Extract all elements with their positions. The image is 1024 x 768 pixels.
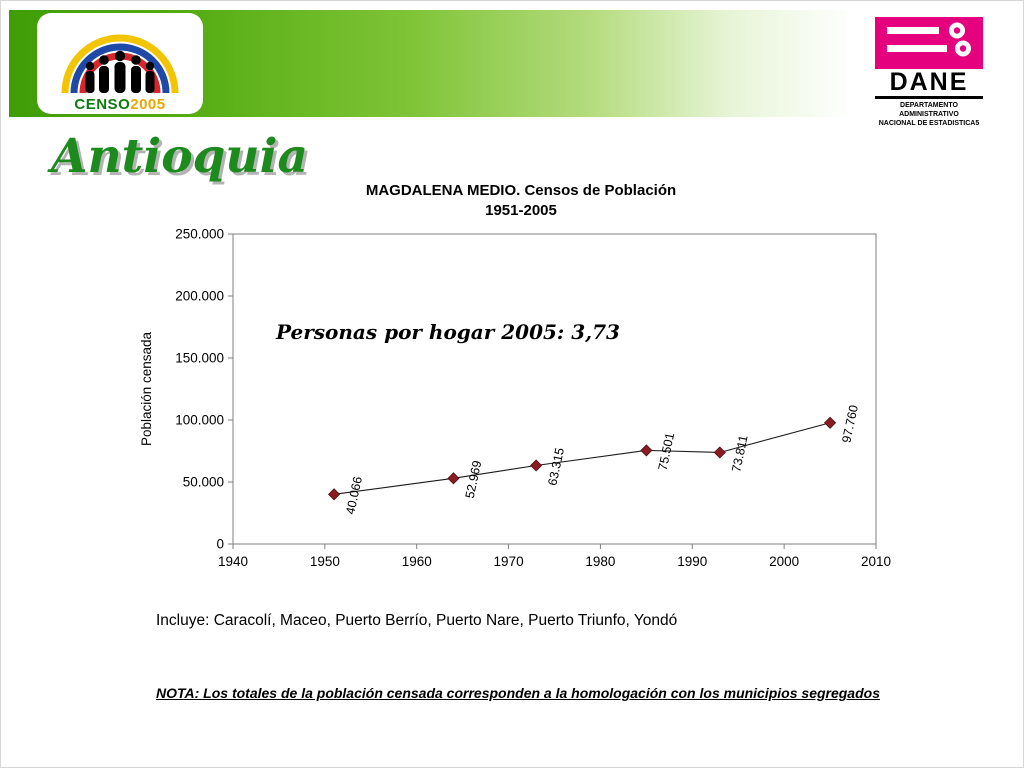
chart-annotation: Personas por hogar 2005: 3,73 <box>275 320 620 344</box>
population-chart: MAGDALENA MEDIO. Censos de Población 1951… <box>139 182 891 569</box>
x-tick-label: 1970 <box>494 554 524 569</box>
flag-arc-yellow <box>61 34 179 94</box>
dane-logo-rule <box>875 96 983 100</box>
x-tick-label: 2010 <box>861 554 891 569</box>
censo-logo-wordmark: CENSO2005 <box>37 96 203 113</box>
includes-text: Incluye: Caracolí, Maceo, Puerto Berrío,… <box>156 612 678 629</box>
data-point-marker <box>824 416 837 429</box>
x-tick-label: 2000 <box>769 554 799 569</box>
data-point-marker <box>530 459 543 472</box>
header-banner: CENSO2005 <box>9 10 1015 117</box>
y-tick-label: 150.000 <box>175 351 224 366</box>
censo-logo-year: 2005 <box>130 96 166 113</box>
flag-arc-blue <box>70 43 170 94</box>
y-axis-title: Población censada <box>139 331 154 446</box>
data-point-marker <box>713 446 726 459</box>
dane-logo-department: DEPARTAMENTO ADMINISTRATIVO NACIONAL DE … <box>873 101 985 128</box>
x-tick-label: 1950 <box>310 554 340 569</box>
series-line <box>333 422 831 495</box>
family-silhouette-icon <box>85 50 155 93</box>
note-text: NOTA: Los totales de la población censad… <box>156 685 880 701</box>
data-point-marker <box>327 488 341 501</box>
dane-dept-line1: DEPARTAMENTO ADMINISTRATIVO <box>899 102 959 119</box>
censo-2005-logo: CENSO2005 <box>37 13 203 114</box>
dane-dept-line2: NACIONAL DE ESTADISTICA5 <box>878 120 980 128</box>
x-tick-label: 1940 <box>218 554 248 569</box>
chart-subtitle: 1951-2005 <box>485 202 557 219</box>
x-tick-label: 1980 <box>585 554 615 569</box>
dane-logo: DANE DEPARTAMENTO ADMINISTRATIVO NACIONA… <box>873 17 985 129</box>
data-point-marker <box>447 472 460 485</box>
y-tick-label: 50.000 <box>183 475 224 490</box>
dane-logo-name: DANE <box>889 68 969 96</box>
x-tick-label: 1960 <box>402 554 432 569</box>
x-tick-label: 1990 <box>677 554 707 569</box>
y-tick-label: 100.000 <box>175 413 224 428</box>
censo-logo-art <box>61 34 179 94</box>
page-title: Antioquia <box>51 129 308 184</box>
chart-title: MAGDALENA MEDIO. Censos de Población <box>366 182 676 199</box>
y-tick-label: 200.000 <box>175 289 224 304</box>
censo-logo-text: CENSO <box>74 96 131 113</box>
plot-area <box>232 233 877 545</box>
data-point-marker <box>640 444 653 457</box>
y-tick-label: 0 <box>216 537 224 552</box>
dane-logo-glyph <box>875 17 983 69</box>
y-tick-label: 250.000 <box>175 227 224 242</box>
